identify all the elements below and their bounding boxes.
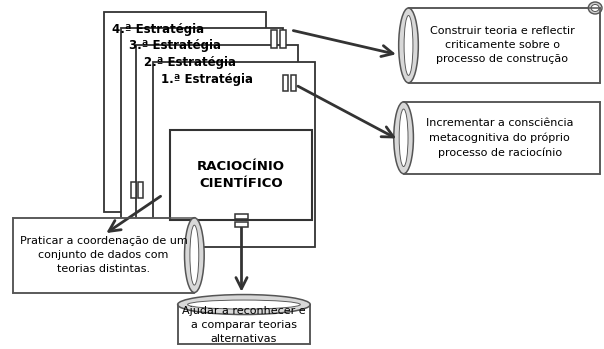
Text: 4.ª Estratégia: 4.ª Estratégia <box>112 23 204 36</box>
Ellipse shape <box>399 8 419 83</box>
FancyBboxPatch shape <box>13 218 194 292</box>
Text: Incrementar a consciência
metacognitiva do próprio
processo de raciocínio: Incrementar a consciência metacognitiva … <box>426 118 574 157</box>
Text: Praticar a coordenação de um
conjunto de dados com
teorias distintas.: Praticar a coordenação de um conjunto de… <box>19 236 187 274</box>
FancyBboxPatch shape <box>408 8 600 83</box>
Bar <box>291 75 295 91</box>
Ellipse shape <box>394 102 413 174</box>
Ellipse shape <box>190 225 199 285</box>
Text: Ajudar a reconhecer e
a comparar teorias
alternativas: Ajudar a reconhecer e a comparar teorias… <box>182 305 306 343</box>
Bar <box>138 182 143 198</box>
FancyBboxPatch shape <box>178 305 310 344</box>
Ellipse shape <box>184 218 204 292</box>
Ellipse shape <box>188 300 300 309</box>
FancyBboxPatch shape <box>104 12 266 212</box>
Text: RACIOCÍNIO
CIENTÍFICO: RACIOCÍNIO CIENTÍFICO <box>197 160 285 190</box>
Ellipse shape <box>591 5 599 12</box>
Ellipse shape <box>178 295 310 314</box>
Ellipse shape <box>404 15 413 75</box>
FancyBboxPatch shape <box>153 62 315 247</box>
Bar <box>132 182 137 198</box>
Ellipse shape <box>399 109 408 166</box>
Bar <box>271 30 277 48</box>
FancyBboxPatch shape <box>403 102 600 174</box>
Text: 2.ª Estratégia: 2.ª Estratégia <box>144 56 236 69</box>
Bar <box>283 75 288 91</box>
Bar <box>234 222 248 227</box>
Bar <box>234 214 248 219</box>
FancyBboxPatch shape <box>170 130 312 220</box>
Text: 1.ª Estratégia: 1.ª Estratégia <box>161 73 253 86</box>
Bar <box>280 30 286 48</box>
FancyBboxPatch shape <box>121 28 283 223</box>
Text: Construir teoria e reflectir
criticamente sobre o
processo de construção: Construir teoria e reflectir criticament… <box>430 27 574 65</box>
Ellipse shape <box>588 2 602 14</box>
FancyBboxPatch shape <box>137 45 298 235</box>
Text: 3.ª Estratégia: 3.ª Estratégia <box>129 39 220 52</box>
